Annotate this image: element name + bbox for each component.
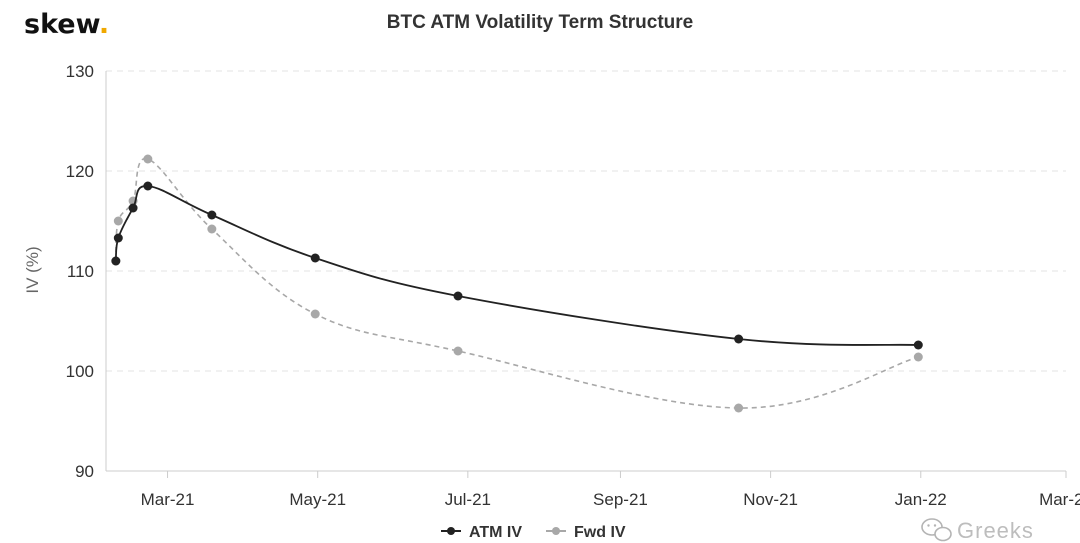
- data-point-atm-iv[interactable]: [113, 233, 123, 243]
- y-tick-label: 120: [66, 162, 94, 181]
- data-point-fwd-iv[interactable]: [734, 403, 744, 413]
- data-point-fwd-iv[interactable]: [310, 309, 320, 319]
- data-point-atm-iv[interactable]: [128, 203, 138, 213]
- y-axis-label: IV (%): [23, 246, 42, 293]
- data-point-atm-iv[interactable]: [111, 256, 121, 266]
- data-point-atm-iv[interactable]: [310, 253, 320, 263]
- watermark: Greeks: [921, 518, 1034, 543]
- data-point-fwd-iv[interactable]: [207, 224, 217, 234]
- legend-label-fwd-iv: Fwd IV: [574, 524, 626, 541]
- data-point-atm-iv[interactable]: [913, 340, 923, 350]
- legend-marker-atm-iv: [447, 527, 455, 535]
- data-point-atm-iv[interactable]: [207, 210, 217, 220]
- data-point-atm-iv[interactable]: [734, 334, 744, 344]
- series-group: [111, 154, 923, 413]
- data-point-atm-iv[interactable]: [453, 291, 463, 301]
- y-tick-label: 110: [67, 262, 94, 281]
- x-tick-label: Sep-21: [593, 490, 648, 509]
- legend-item-fwd-iv[interactable]: Fwd IV: [546, 524, 626, 541]
- y-axis-ticks: 90 100 110 120 130: [66, 62, 94, 481]
- x-axis-ticks: Mar-21 May-21 Jul-21 Sep-21 Nov-21 Jan-22 Mar-…: [141, 471, 1080, 509]
- series-line-fwd-iv: [115, 158, 919, 409]
- x-tick-label: Mar-22: [1039, 490, 1080, 509]
- data-point-fwd-iv[interactable]: [113, 216, 123, 226]
- brand-dot: .: [99, 9, 109, 40]
- data-point-fwd-iv[interactable]: [143, 154, 153, 164]
- legend-label-atm-iv: ATM IV: [469, 524, 522, 541]
- brand-logo: skew.: [24, 9, 109, 40]
- data-point-atm-iv[interactable]: [143, 181, 153, 191]
- x-tick-label: Mar-21: [141, 490, 195, 509]
- watermark-text: Greeks: [957, 518, 1034, 543]
- data-point-fwd-iv[interactable]: [453, 346, 463, 356]
- x-tick-label: Jul-21: [445, 490, 491, 509]
- legend-item-atm-iv[interactable]: ATM IV: [441, 524, 522, 541]
- series-atm-iv: [111, 181, 923, 350]
- axes: [105, 71, 1066, 472]
- x-tick-label: Nov-21: [743, 490, 798, 509]
- y-tick-label: 100: [66, 362, 94, 381]
- x-tick-label: Jan-22: [895, 490, 947, 509]
- wechat-icon: [921, 518, 952, 542]
- legend-marker-fwd-iv: [552, 527, 560, 535]
- y-tick-label: 130: [66, 62, 94, 81]
- series-fwd-iv: [111, 154, 923, 413]
- chart-title: BTC ATM Volatility Term Structure: [387, 12, 694, 33]
- series-line-atm-iv: [114, 185, 919, 346]
- legend: ATM IV Fwd IV: [441, 524, 626, 541]
- x-tick-label: May-21: [289, 490, 346, 509]
- y-tick-label: 90: [75, 462, 94, 481]
- data-point-fwd-iv[interactable]: [913, 352, 923, 362]
- grid-lines: [106, 70, 1066, 372]
